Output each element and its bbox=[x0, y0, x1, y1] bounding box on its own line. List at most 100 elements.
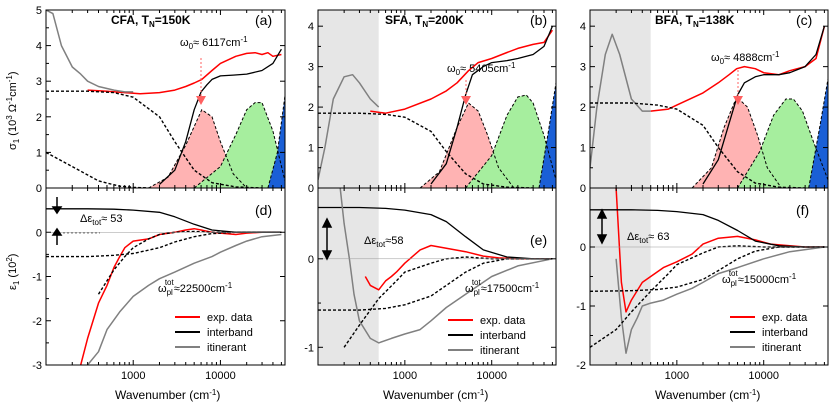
xlabel-f: Wavenumber (cm-1) bbox=[655, 388, 760, 402]
legend-f: exp. data interband itinerant bbox=[730, 312, 808, 354]
line-b-interband bbox=[430, 25, 554, 185]
delta-arrowhead-f-bot bbox=[596, 234, 608, 245]
xtick-label-f-1000: 1000 bbox=[665, 370, 689, 382]
ytick-label-d-0: 0 bbox=[36, 227, 42, 239]
line-d-exp-data bbox=[79, 227, 282, 365]
outline-b-band-1 bbox=[419, 102, 515, 188]
ytick-label-e-0: 0 bbox=[308, 254, 314, 266]
ytick-label-c-4: 4 bbox=[580, 21, 586, 33]
arrowhead-b bbox=[461, 96, 471, 105]
legend-e-inter: interband bbox=[480, 330, 526, 342]
xtick-label-f-10000: 10000 bbox=[748, 370, 779, 382]
title-b: SFA, TN=200K bbox=[385, 13, 464, 29]
fill-b-band-2 bbox=[465, 95, 556, 188]
delta-arrowhead-e-bot bbox=[321, 250, 333, 261]
omega0-label-b: ω0≈ 5405cm-1 bbox=[447, 61, 516, 77]
line-f-total-model bbox=[590, 245, 825, 348]
legend-e-exp: exp. data bbox=[480, 315, 526, 327]
ytick-label-c-2: 2 bbox=[580, 102, 586, 114]
outline-b-band-3 bbox=[538, 82, 556, 188]
xtick-label-e-10000: 10000 bbox=[476, 370, 507, 382]
frame-e bbox=[317, 187, 557, 366]
ytick-label-b-0: 0 bbox=[308, 183, 314, 195]
line-b-itinerant bbox=[318, 73, 380, 181]
outline-c-band-3 bbox=[808, 78, 828, 188]
omega-pl-e: ωpltot≈17500cm-1 bbox=[465, 278, 540, 297]
omega-pl-d: ωpltot≈22500cm-1 bbox=[158, 278, 233, 297]
line-f-exp-data bbox=[615, 188, 825, 313]
ytick-label-d--3: -3 bbox=[32, 360, 42, 372]
fill-a-band-3 bbox=[267, 95, 285, 188]
outline-c-band-1 bbox=[691, 96, 782, 188]
ylabel-sigma: σ1 (103 Ω-1cm-1) bbox=[5, 71, 21, 150]
shade-c bbox=[590, 10, 651, 188]
outline-b-band-2 bbox=[465, 94, 556, 188]
ytick-label-b-4: 4 bbox=[308, 21, 314, 33]
outline-a-band-3 bbox=[267, 95, 285, 188]
omega0-arrowheads bbox=[196, 96, 743, 105]
ytick-label-c-3: 3 bbox=[580, 62, 586, 74]
line-d-drude bbox=[46, 231, 282, 258]
line-c-interband bbox=[702, 26, 826, 185]
panel-letter-c: (c) bbox=[796, 12, 812, 28]
delta-arrowhead-d-bot bbox=[51, 227, 63, 236]
ytick-label-b-3: 3 bbox=[308, 62, 314, 74]
fill-c-band-2 bbox=[737, 99, 828, 188]
ytick-label-a-5: 5 bbox=[36, 5, 42, 17]
ytick-label-a-0: 0 bbox=[36, 183, 42, 195]
line-a-low-freq-mode bbox=[46, 151, 149, 188]
outline-a-band-2 bbox=[193, 102, 285, 188]
ytick-label-f--1: -1 bbox=[576, 301, 586, 313]
legend-e: exp. data interband itinerant bbox=[448, 315, 526, 357]
delta-eps-f: Δεtot≈ 63 bbox=[627, 231, 670, 245]
title-a: CFA, TN=150K bbox=[111, 13, 191, 29]
line-e-total-model bbox=[343, 256, 553, 348]
ytick-label-a-2: 2 bbox=[36, 112, 42, 124]
ytick-label-c-0: 0 bbox=[580, 183, 586, 195]
arrowhead-c bbox=[733, 96, 743, 105]
panel-letter-f: (f) bbox=[796, 202, 809, 218]
delta-arrowhead-f-top bbox=[596, 208, 608, 219]
line-d-total-model bbox=[97, 230, 282, 295]
delta-eps-e: Δεtot≈58 bbox=[364, 235, 403, 249]
line-c-drude bbox=[590, 102, 806, 188]
legend-d-exp: exp. data bbox=[207, 312, 253, 324]
legend-d-inter: interband bbox=[207, 327, 253, 339]
panel-letter-d: (d) bbox=[255, 202, 272, 218]
line-e-itinerant bbox=[339, 188, 553, 344]
ytick-label-b-1: 1 bbox=[308, 143, 314, 155]
xtick-label-d-10000: 10000 bbox=[205, 370, 236, 382]
ytick-label-e--1: -1 bbox=[304, 342, 314, 354]
legend-f-itin: itinerant bbox=[762, 342, 801, 354]
xlabel-d: Wavenumber (cm-1) bbox=[115, 388, 220, 402]
ytick-label-c-1: 1 bbox=[580, 143, 586, 155]
fill-a-band-2 bbox=[194, 102, 285, 188]
arrowhead-a bbox=[196, 96, 206, 105]
line-b-exp-data bbox=[370, 29, 554, 114]
legend-f-exp: exp. data bbox=[762, 312, 808, 324]
outline-a-band-1 bbox=[148, 108, 248, 188]
panel-letter-b: (b) bbox=[530, 12, 547, 28]
line-a-interband bbox=[159, 48, 282, 185]
fill-b-band-3 bbox=[538, 82, 556, 188]
legend-e-itin: itinerant bbox=[480, 345, 519, 357]
line-a-exp-data bbox=[87, 51, 282, 95]
panel-letter-e: (e) bbox=[530, 232, 547, 248]
omega0-label-a: ω0≈ 6117cm-1 bbox=[180, 35, 248, 51]
ytick-label-d--2: -2 bbox=[32, 316, 42, 328]
line-f-itinerant bbox=[615, 246, 825, 354]
outline-c-band-2 bbox=[737, 98, 828, 188]
delta-arrowhead-d-top bbox=[51, 206, 63, 215]
ytick-label-a-1: 1 bbox=[36, 147, 42, 159]
delta-eps-d: Δεtot≈ 53 bbox=[80, 213, 123, 227]
curves bbox=[46, 10, 828, 365]
fill-c-band-3 bbox=[808, 78, 828, 188]
legend-d: exp. data interband itinerant bbox=[175, 312, 253, 354]
legend-d-itin: itinerant bbox=[207, 342, 246, 354]
ytick-label-a-4: 4 bbox=[36, 41, 42, 53]
xlabel-e: Wavenumber (cm-1) bbox=[383, 388, 488, 402]
ytick-label-f-0: 0 bbox=[580, 242, 586, 254]
ytick-label-b-2: 2 bbox=[308, 102, 314, 114]
